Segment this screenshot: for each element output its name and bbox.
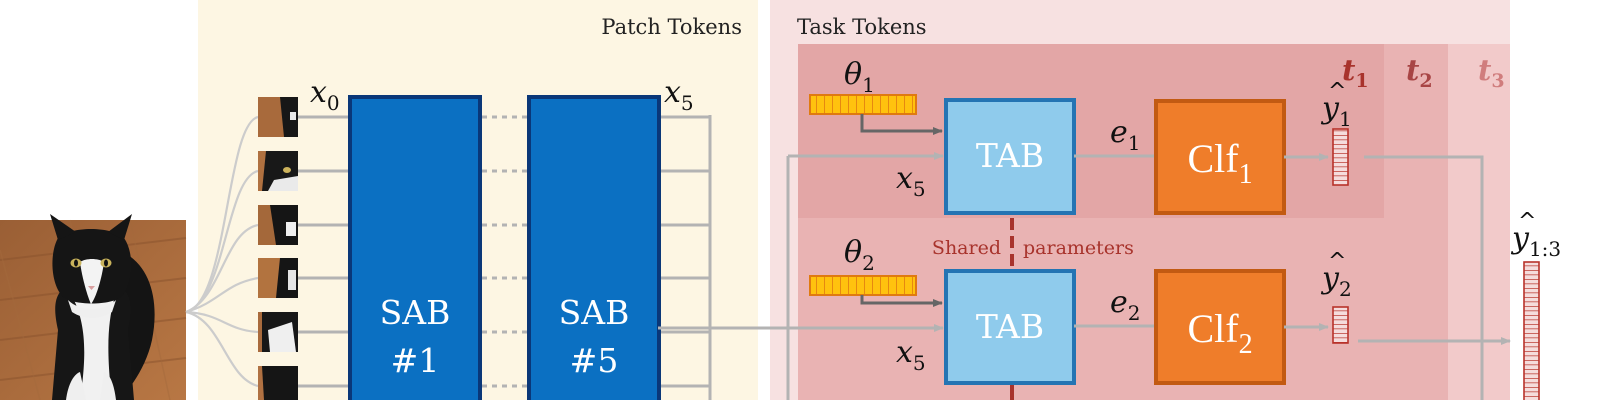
theta-1-arrow [860,114,943,135]
theta-1-token [809,94,917,115]
y1-hat-caret: ^ [1328,79,1346,104]
y2-hat-caret: ^ [1328,249,1346,274]
task-label-t1: t1 [1342,53,1369,92]
patch-thumbnail-2 [258,151,298,191]
intermediate-block-dots [482,115,530,388]
clf-1-block [1154,99,1286,215]
tab-1-block [944,98,1076,215]
task-row-1: θ1 TAB x5 e1 Clf1 y1 ^ [809,57,1484,400]
shared-parameters-right: parameters [1023,237,1134,259]
clf-2-block [1154,269,1286,385]
task-row-2: θ2 TAB x5 e2 Clf2 y2 ^ [809,235,1511,385]
sab-block-1-index: #1 [391,341,440,380]
shared-parameters-left: Shared [932,237,1001,259]
e2-label: e2 [1110,285,1141,325]
sab-block-1-label: SAB [380,293,451,332]
task-tokens-title: Task Tokens [797,15,927,39]
tab-1-label: TAB [976,136,1044,175]
cat-image [0,214,187,400]
output-token-lines [658,115,712,400]
tab-2-label: TAB [976,307,1044,346]
y2-prediction-token [1332,306,1349,344]
sab-block-5: SAB #5 [527,95,661,400]
patch-tokens-title: Patch Tokens [601,15,742,39]
patch-thumbnail-6 [258,366,298,400]
y-1-3-prediction-token [1523,261,1540,400]
task-label-t3: t3 [1478,53,1505,92]
y2-hat-label: y2 [1320,261,1352,301]
patch-split-lines [185,115,259,388]
e1-label: e1 [1110,115,1141,155]
sab-block-5-index: #5 [570,341,619,380]
x5-row-2-label: x5 [896,335,926,375]
y1-hat-label: y1 [1320,91,1352,131]
final-output: y1:3 ^ [1510,209,1561,400]
input-token-lines [298,115,350,388]
clf-2-label: Clf2 [1187,306,1252,360]
sab-block-1: SAB #1 [348,95,482,400]
sab-block-5-label: SAB [559,293,630,332]
y1-to-output-line [1364,155,1484,400]
theta-1-label: θ1 [844,57,875,97]
x0-label: x0 [310,75,340,115]
x5-feed-lines [658,152,944,400]
patch-thumbnail-1 [258,97,298,137]
theta-2-arrow [860,295,943,307]
patch-thumbnails [258,97,298,400]
x5-row-1-label: x5 [896,161,926,201]
y-1-3-label: y1:3 [1510,221,1561,261]
clf-1-label: Clf1 [1187,136,1252,190]
shared-parameters: Shared parameters [932,218,1134,400]
theta-2-token [809,275,917,296]
task-label-t2: t2 [1406,53,1433,92]
patch-thumbnail-4 [258,258,298,298]
x5-label: x5 [664,75,694,115]
y1-prediction-token [1332,128,1349,186]
theta-2-label: θ2 [844,235,875,275]
patch-thumbnail-3 [258,205,298,245]
y-1-3-caret: ^ [1518,209,1536,234]
patch-thumbnail-5 [258,312,298,352]
